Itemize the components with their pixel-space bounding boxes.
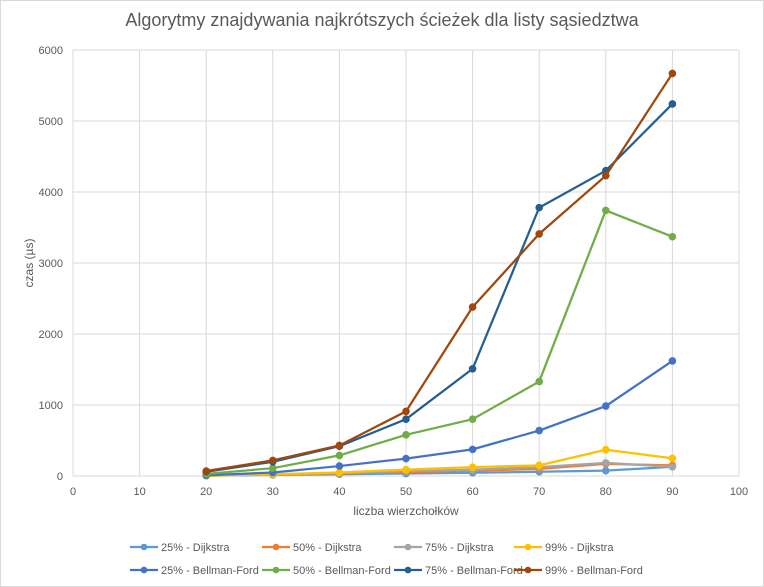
x-tick-label: 90	[666, 486, 678, 498]
data-point	[468, 415, 477, 424]
data-point	[269, 464, 277, 472]
legend-label: 25% - Dijkstra	[161, 542, 230, 554]
legend: 25% - Dijkstra 50% - Dijkstra 75% - Dijkst…	[130, 542, 643, 577]
x-tick-label: 40	[333, 486, 345, 498]
legend-item: 25% - Dijkstra	[130, 542, 230, 554]
data-point	[535, 230, 544, 238]
data-point	[668, 69, 677, 78]
data-point	[468, 463, 477, 471]
legend-label: 75% - Dijkstra	[425, 542, 494, 554]
data-point	[202, 467, 210, 475]
legend-label: 99% - Bellman-Ford	[545, 565, 643, 577]
data-point	[535, 426, 544, 435]
y-tick-label: 0	[57, 471, 63, 483]
legend-marker	[404, 543, 412, 551]
data-point	[535, 377, 544, 386]
legend-item: 25% - Bellman-Ford	[130, 565, 259, 577]
series-4	[202, 357, 677, 480]
data-point	[468, 445, 477, 454]
legend-label: 50% - Bellman-Ford	[293, 565, 391, 577]
data-point	[402, 431, 410, 439]
data-point	[535, 461, 544, 470]
data-point	[402, 407, 410, 416]
legend-item: 75% - Dijkstra	[394, 542, 494, 554]
data-point	[602, 459, 610, 467]
series-line	[206, 209, 673, 475]
data-point	[335, 462, 344, 470]
legend-label: 50% - Dijkstra	[293, 542, 362, 554]
legend-marker	[524, 566, 532, 574]
y-tick-label: 1000	[39, 400, 63, 412]
data-point	[402, 465, 410, 474]
series-line	[206, 103, 674, 473]
legend-label: 99% - Dijkstra	[545, 542, 614, 554]
data-point	[668, 100, 677, 108]
legend-item: 75% - Bellman-Ford	[394, 565, 523, 577]
legend-item: 50% - Dijkstra	[262, 542, 362, 554]
data-point	[402, 454, 410, 463]
data-point	[602, 445, 610, 454]
chart-title: Algorytmy znajdywania najkrótszych ścież…	[125, 10, 639, 30]
y-tick-label: 5000	[39, 116, 63, 128]
x-tick-labels: 0 10 20 30 40 50 60 70 80 90 100	[70, 486, 748, 498]
x-tick-label: 20	[200, 486, 212, 498]
series-line	[206, 72, 674, 473]
legend-label: 25% - Bellman-Ford	[161, 565, 259, 577]
x-tick-label: 0	[70, 486, 76, 498]
data-point	[535, 203, 544, 212]
legend-marker	[272, 543, 280, 551]
x-tick-label: 10	[133, 486, 145, 498]
data-point	[335, 468, 344, 477]
data-point	[335, 451, 344, 460]
y-tick-labels: 0 1000 2000 3000 4000 5000 6000	[39, 45, 63, 483]
data-point	[602, 466, 610, 475]
x-tick-label: 100	[730, 486, 748, 498]
data-point	[468, 303, 477, 311]
series-6	[202, 100, 677, 476]
series-line	[206, 448, 673, 477]
data-point	[335, 441, 344, 450]
data-point	[602, 402, 610, 410]
x-tick-label: 70	[533, 486, 545, 498]
data-point	[668, 454, 677, 463]
x-tick-label: 30	[267, 486, 279, 498]
y-tick-label: 3000	[39, 258, 63, 270]
data-point	[668, 462, 677, 471]
series-5	[202, 206, 677, 478]
legend-marker	[140, 543, 148, 551]
data-point	[269, 456, 277, 465]
x-tick-label: 80	[600, 486, 612, 498]
legend-item: 50% - Bellman-Ford	[262, 565, 391, 577]
x-tick-label: 60	[466, 486, 478, 498]
legend-marker	[404, 566, 412, 574]
data-point	[602, 171, 610, 180]
x-axis-label: liczba wierzchołków	[353, 504, 459, 518]
legend-marker	[140, 566, 148, 574]
data-point	[468, 364, 477, 373]
data-point	[402, 415, 410, 424]
data-point	[602, 206, 610, 215]
y-tick-label: 6000	[39, 45, 63, 57]
x-tick-label: 50	[400, 486, 412, 498]
series-7	[202, 69, 677, 475]
series-group	[202, 69, 677, 480]
legend-marker	[524, 543, 532, 551]
series-line	[206, 360, 674, 477]
y-axis-label: czas (µs)	[22, 239, 36, 288]
legend-marker	[272, 566, 280, 574]
legend-item: 99% - Dijkstra	[514, 542, 614, 554]
data-point	[668, 232, 677, 241]
legend-item: 99% - Bellman-Ford	[514, 565, 643, 577]
data-point	[668, 357, 677, 365]
legend-label: 75% - Bellman-Ford	[425, 565, 523, 577]
y-tick-label: 2000	[39, 329, 63, 341]
y-tick-label: 4000	[39, 187, 63, 199]
